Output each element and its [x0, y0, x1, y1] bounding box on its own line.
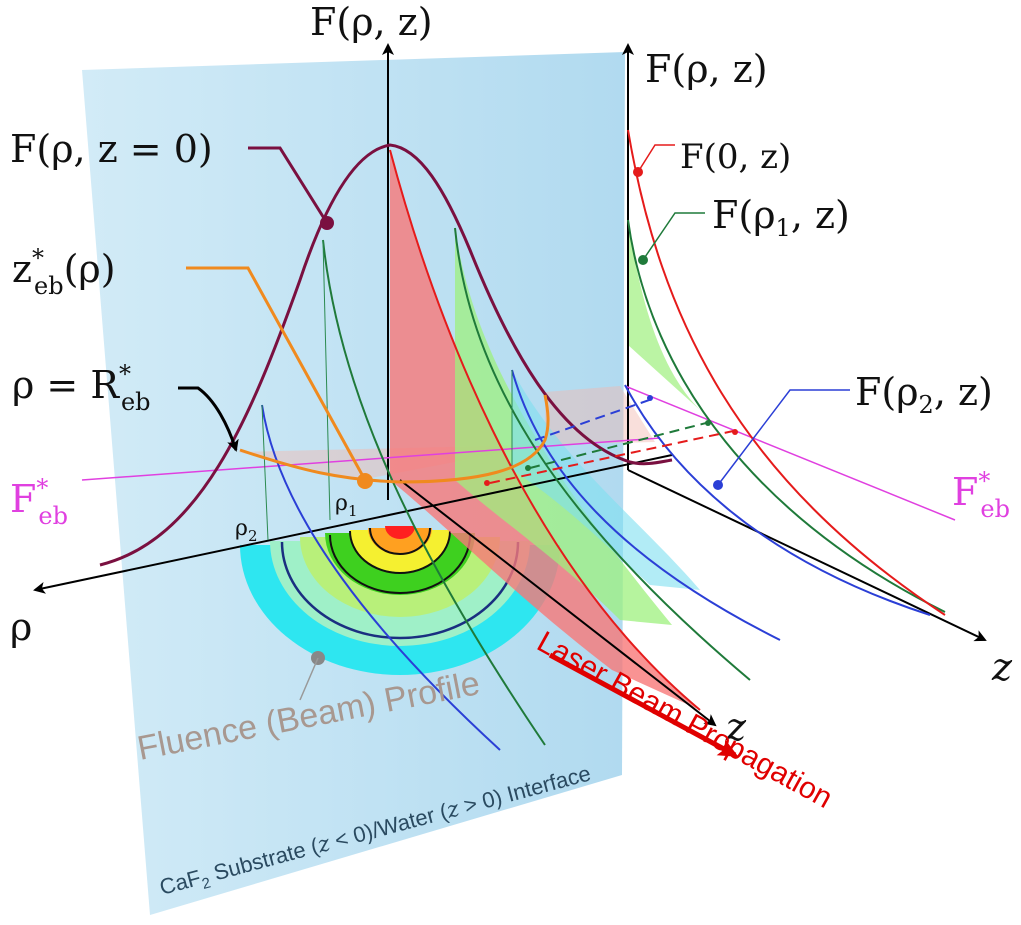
label-rho2: ρ2	[235, 516, 257, 545]
threshold-plane	[238, 386, 655, 480]
dot-red-mid	[484, 480, 490, 486]
frho2z-leader	[717, 389, 850, 486]
label-rho1: ρ1	[335, 491, 357, 520]
threshold-line-right	[624, 385, 956, 521]
blue-curves	[261, 369, 931, 751]
label-feb-right: F* eb	[952, 467, 1010, 523]
label-f-rho-z-top: F(ρ, z)	[310, 0, 433, 44]
green-fill	[455, 228, 672, 625]
f0z-leader	[637, 144, 675, 173]
dot-green-mid	[525, 465, 531, 471]
dot-blue-right	[647, 395, 653, 401]
label-z-eb: z* eb(ρ)	[12, 244, 116, 300]
label-f-rho-z0: F(ρ, z = 0)	[10, 127, 213, 171]
gaussian-curve	[99, 143, 673, 567]
label-f-rho-z-right: F(ρ, z)	[645, 47, 768, 91]
threshold-line-left	[81, 437, 661, 481]
rho-eq-arrow	[178, 386, 239, 452]
dashed-lines	[489, 397, 739, 484]
gaussian-leader	[248, 146, 329, 224]
dot-red-right	[732, 429, 738, 435]
label-z-axis-mid: z	[725, 705, 747, 749]
z-eb-leader	[186, 266, 367, 481]
label-rho-axis: ρ	[10, 605, 32, 649]
red-fill	[390, 150, 700, 710]
right-green-fill	[628, 220, 700, 410]
laser-arrow	[548, 652, 739, 758]
label-f0z: F(0, z)	[680, 137, 791, 177]
frho1z-leader	[642, 212, 705, 261]
label-frho1z: F(ρ1, z)	[712, 193, 850, 242]
dot-green-right	[705, 420, 711, 426]
z-eb-marker	[357, 473, 373, 489]
label-frho2z: F(ρ2, z)	[855, 370, 993, 419]
label-rho-eq: ρ = R* eb	[12, 360, 151, 416]
z-eb-curve	[239, 394, 550, 484]
label-feb-left: F* eb	[10, 474, 68, 530]
label-z-axis-right: z	[991, 645, 1013, 689]
red-curves	[389, 129, 946, 711]
